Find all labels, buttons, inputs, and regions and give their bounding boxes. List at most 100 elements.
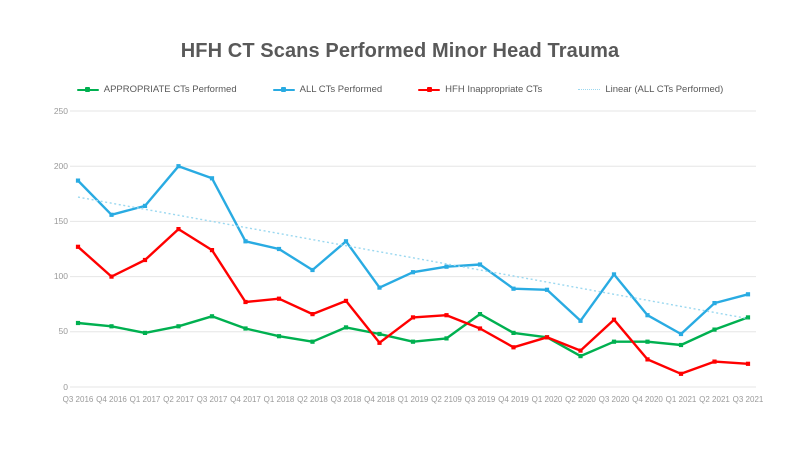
data-point-marker [109,212,114,217]
series-line-3 [77,196,749,320]
legend-item-inappropriate-cts[interactable]: HFH Inappropriate CTs [418,84,542,95]
data-point-marker [209,314,215,319]
data-point-marker [209,248,215,253]
data-point-marker [310,312,315,317]
data-point-marker [477,262,483,267]
x-axis-tick-label: Q2 2017 [163,395,194,404]
data-point-marker [310,267,315,273]
x-axis-tick-label: Q3 2019 [464,395,496,404]
data-point-marker [645,313,650,318]
chart-title: HFH CT Scans Performed Minor Head Trauma [180,40,620,62]
data-point-marker [276,246,282,252]
x-axis-tick-label: Q3 2016 [62,395,94,404]
data-point-marker [109,324,114,329]
legend-swatch-blue-icon [272,85,295,94]
data-point-marker [75,178,81,183]
data-point-marker [377,340,382,345]
legend-item-appropriate-cts[interactable]: APPROPRIATE CTs Performed [76,84,237,95]
series-line-1 [76,165,750,336]
legend-label: HFH Inappropriate CTs [445,84,543,95]
data-point-marker [511,330,516,335]
y-axis-tick-label: 100 [53,271,68,282]
x-axis-tick-label: Q4 2018 [364,395,395,404]
data-point-marker [712,359,717,364]
data-point-marker [243,326,248,331]
legend-swatch-red-icon [418,85,441,94]
y-axis-tick-label: 0 [63,381,68,392]
data-point-marker [544,287,550,292]
data-point-marker [276,334,282,339]
data-point-marker [343,239,349,244]
data-point-marker [712,301,717,306]
x-axis-tick-label: Q3 2017 [196,395,228,404]
data-point-marker [75,320,81,326]
x-axis-tick-label: Q1 2017 [129,395,161,404]
data-point-marker [678,371,684,376]
data-point-marker [745,361,751,366]
data-point-marker [477,312,483,317]
legend-label: APPROPRIATE CTs Performed [103,84,237,95]
x-axis-tick-label: Q3 2020 [598,395,630,404]
x-axis-tick-label: Q2 2018 [297,395,328,404]
data-point-marker [745,315,751,320]
data-point-marker [310,339,315,344]
y-axis-tick-label: 50 [58,326,68,337]
data-point-marker [343,325,349,330]
data-point-marker [611,339,617,344]
data-point-marker [678,331,684,337]
data-point-marker [611,317,617,322]
y-axis-tick-label: 250 [53,105,68,116]
data-point-marker [142,257,148,263]
legend-label: ALL CTs Performed [299,84,383,95]
data-point-marker [611,272,617,277]
x-axis-tick-label: Q4 2017 [230,395,261,404]
y-axis-tick-label: 150 [53,215,68,226]
data-point-marker [578,354,583,359]
x-axis-tick-label: Q2 2021 [699,395,730,404]
x-axis-tick-label: Q1 2020 [531,395,563,404]
data-point-marker [142,330,148,335]
data-point-marker [75,244,81,249]
data-point-marker [745,292,751,297]
chart-legend: APPROPRIATE CTs Performed ALL CTs Perfor… [0,84,800,95]
x-axis-tick-label: Q2 2109 [431,395,462,404]
data-point-marker [444,313,449,318]
x-axis-tick-label: Q4 2019 [498,395,529,404]
data-point-marker [444,336,449,341]
data-point-marker [444,264,449,269]
x-axis-tick-label: Q2 2020 [565,395,596,404]
data-point-marker [142,203,148,208]
y-axis-tick-label: 200 [53,160,68,171]
data-point-marker [343,298,349,303]
data-point-marker [209,176,215,181]
x-axis-tick-label: Q1 2019 [397,395,429,404]
x-axis-tick-label: Q3 2018 [330,395,362,404]
x-axis-tick-label: Q4 2016 [96,395,127,404]
legend-item-all-cts[interactable]: ALL CTs Performed [272,84,383,95]
x-axis-tick-label: Q4 2020 [632,395,663,404]
data-point-marker [176,324,181,329]
data-point-marker [276,296,282,301]
series-line-2 [76,227,750,375]
data-point-marker [176,227,181,232]
data-point-marker [511,286,516,291]
data-point-marker [477,326,483,331]
series-line-0 [76,312,750,358]
data-point-marker [377,285,382,290]
data-point-marker [377,331,382,337]
data-point-marker [511,345,516,350]
data-point-marker [578,318,583,323]
data-point-marker [645,357,650,362]
data-point-marker [410,270,416,275]
data-point-marker [109,274,114,279]
legend-item-linear-trend[interactable]: Linear (ALL CTs Performed) [578,84,723,95]
data-point-marker [410,315,416,320]
data-point-marker [410,339,416,344]
data-point-marker [243,239,248,244]
legend-swatch-trendline-icon [578,85,601,94]
x-axis-tick-label: Q1 2021 [665,395,697,404]
legend-swatch-green-icon [76,85,99,94]
